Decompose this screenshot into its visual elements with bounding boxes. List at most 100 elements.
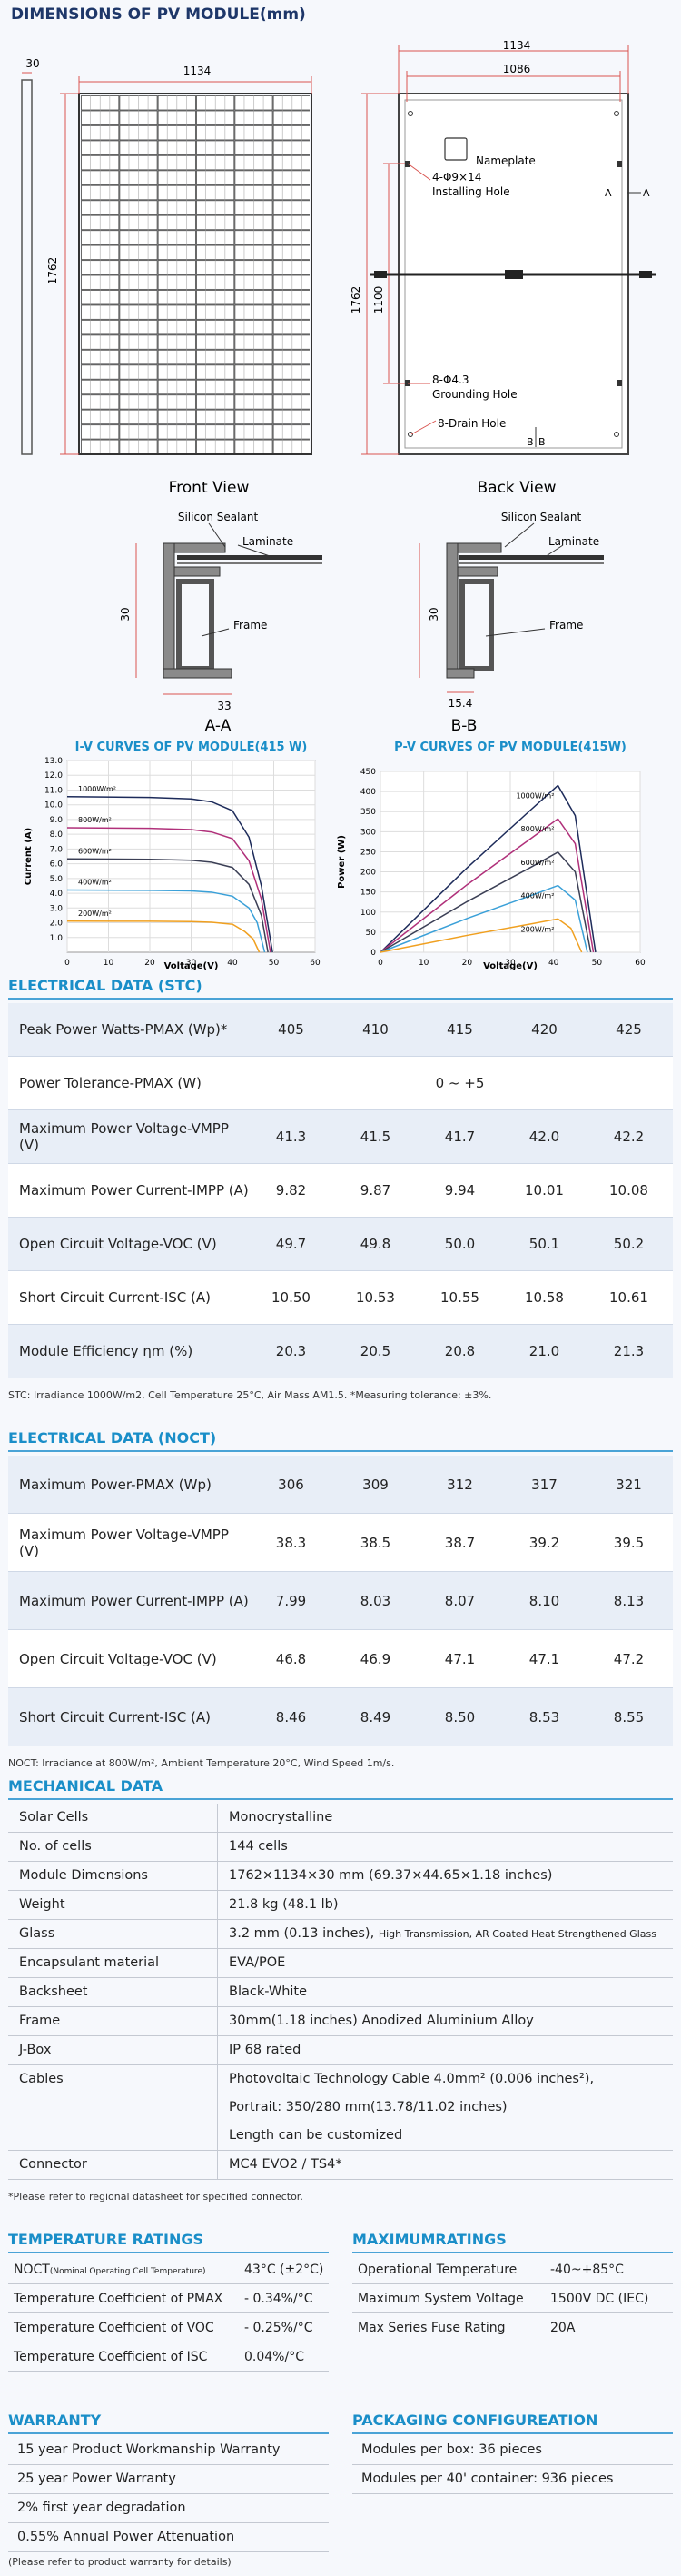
table: Peak Power Watts-PMAX (Wp)* 405 410 415 420 4…	[8, 1003, 673, 1378]
table-row: Backsheet Black-White	[8, 1978, 673, 2007]
label: 8-Φ4.3	[432, 373, 469, 386]
row-label: Maximum Power Current-IMPP (A)	[19, 1592, 249, 1609]
curve-label: 600W/m²	[78, 847, 112, 855]
cell: 47.2	[613, 1650, 645, 1667]
row-value: 43°C (±2°C)	[244, 2262, 324, 2277]
cell: 321	[616, 1476, 642, 1493]
table-row: Maximum Power Voltage-VMPP (V) 41.3 41.5 41…	[8, 1110, 673, 1164]
caption: B-B	[451, 717, 478, 735]
row-value: Black-White	[218, 1978, 307, 2006]
row-label: Connector	[8, 2151, 218, 2179]
row-label: Encapsulant material	[8, 1949, 218, 1977]
section-a	[135, 522, 322, 695]
cell: 49.8	[360, 1236, 391, 1252]
front-view	[21, 72, 312, 455]
list: 15 year Product Workmanship Warranty 25 y…	[8, 2436, 329, 2552]
label: Frame	[233, 619, 267, 632]
row-value: IP 68 rated	[218, 2036, 301, 2064]
row-value: 144 cells	[218, 1833, 288, 1861]
y-tick-label: 9.0	[50, 816, 64, 825]
curve-label: 800W/m²	[78, 816, 112, 824]
label: Installing Hole	[432, 185, 510, 198]
cell: 42.2	[613, 1129, 645, 1145]
table: Solar Cells Monocrystalline No. of cells 14…	[8, 1804, 673, 2180]
table-row: Temperature Coefficient of ISC 0.04%/°C	[8, 2342, 329, 2372]
dimension: 30	[119, 607, 132, 621]
cell: 317	[531, 1476, 558, 1493]
cell: 0 ~ +5	[435, 1075, 485, 1091]
table-row: J-Box IP 68 rated	[8, 2036, 673, 2065]
y-tick-label: 7.0	[50, 845, 64, 854]
cell: 8.03	[360, 1592, 391, 1609]
row-label: Module Dimensions	[8, 1862, 218, 1890]
section-title: TEMPERATURE RATINGS	[8, 2228, 329, 2253]
mechanical-section: MECHANICAL DATA Solar Cells Monocrystalli…	[8, 1775, 673, 2203]
label: Grounding Hole	[432, 388, 518, 401]
cell: 309	[362, 1476, 389, 1493]
value-text: IP 68 rated	[229, 2043, 301, 2057]
cell: 10.01	[525, 1182, 564, 1198]
table-row: Peak Power Watts-PMAX (Wp)* 405 410 415 420 4…	[8, 1003, 673, 1057]
x-tick-label: 20	[462, 959, 473, 968]
curve	[380, 850, 592, 953]
table-row: Encapsulant material EVA/POE	[8, 1949, 673, 1978]
dimension: 33	[217, 700, 231, 712]
noct-section: ELECTRICAL DATA (NOCT) Maximum Power-PMA…	[8, 1427, 673, 1769]
table-row: NOCT(Nominal Operating Cell Temperature)…	[8, 2255, 329, 2284]
cell: 8.07	[444, 1592, 476, 1609]
y-tick-label: 8.0	[50, 830, 64, 840]
x-tick-label: 10	[419, 959, 429, 968]
cell: 39.2	[528, 1534, 560, 1551]
note: STC: Irradiance 1000W/m2, Cell Temperatu…	[8, 1389, 492, 1401]
y-axis-label: Power (W)	[337, 835, 347, 889]
row-label: Maximum Power Voltage-VMPP (V)	[19, 1120, 229, 1153]
value-text: 3.2 mm (0.13 inches),	[229, 1926, 375, 1941]
dimension: 1762	[46, 257, 59, 285]
cell: 8.13	[613, 1592, 645, 1609]
drawings: DIMENSIONS OF PV MODULE(mm) 30 1134 1762…	[11, 5, 656, 971]
table-row: Open Circuit Voltage-VOC (V) 49.7 49.8 50.0…	[8, 1218, 673, 1271]
y-tick-label: 10.0	[44, 801, 63, 811]
cell: 420	[531, 1021, 558, 1038]
y-tick-label: 0	[370, 949, 376, 958]
cell: 49.7	[275, 1236, 307, 1252]
curve-label: 1000W/m²	[516, 791, 554, 800]
warranty-section: WARRANTY 15 year Product Workmanship War…	[8, 2409, 329, 2568]
value-text: MC4 EVO2 / TS4*	[229, 2157, 342, 2172]
x-tick-label: 50	[592, 959, 603, 968]
list: Modules per box: 36 pieces Modules per 40…	[352, 2436, 673, 2494]
label-text: Operational Temperature	[358, 2262, 518, 2277]
curve-label: 800W/m²	[521, 825, 555, 833]
cell: 9.82	[275, 1182, 307, 1198]
cell: 38.3	[275, 1534, 307, 1551]
y-tick-label: 13.0	[44, 757, 63, 766]
list-item: 2% first year degradation	[8, 2494, 329, 2523]
cell: 8.10	[528, 1592, 560, 1609]
table-row: Short Circuit Current-ISC (A) 8.46 8.49 8.5…	[8, 1688, 673, 1746]
cell: 20.8	[444, 1343, 476, 1359]
label: 4-Φ9×14	[432, 171, 481, 184]
cell: 306	[278, 1476, 304, 1493]
curve	[380, 884, 588, 953]
row-value: 0.04%/°C	[244, 2349, 304, 2364]
cell: 20.5	[360, 1343, 391, 1359]
table-row: Connector MC4 EVO2 / TS4*	[8, 2151, 673, 2180]
y-tick-label: 11.0	[44, 786, 63, 795]
value-text: 21.8 kg (48.1 lb)	[229, 1897, 339, 1912]
table-row: Maximum Power-PMAX (Wp) 306 309 312 317 321	[8, 1456, 673, 1514]
x-tick-label: 40	[227, 959, 238, 968]
section-title: MECHANICAL DATA	[8, 1775, 673, 1800]
row-value: 20A	[550, 2320, 576, 2335]
cell: 47.1	[444, 1650, 476, 1667]
table-row: Temperature Coefficient of PMAX - 0.34%/°…	[8, 2284, 329, 2313]
list-item: Modules per box: 36 pieces	[352, 2436, 673, 2465]
y-tick-label: 400	[360, 788, 376, 797]
x-axis-label: Voltage(V)	[164, 961, 219, 971]
table-row: Module Efficiency ηm (%) 20.3 20.5 20.8 21.0…	[8, 1325, 673, 1378]
table-row: Frame 30mm(1.18 inches) Anodized Aluminiu…	[8, 2007, 673, 2036]
cell: 46.9	[360, 1650, 391, 1667]
cell: 10.53	[356, 1289, 395, 1306]
label: A	[643, 187, 650, 199]
dimension: 1134	[503, 39, 531, 52]
label-detail: (Nominal Operating Cell Temperature)	[49, 2266, 206, 2276]
